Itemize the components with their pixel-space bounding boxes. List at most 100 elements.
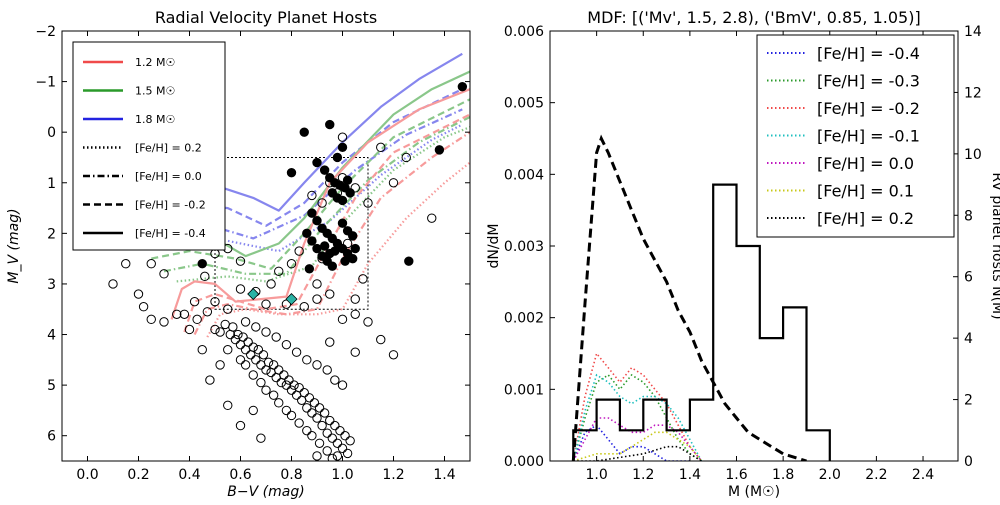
filled-point: [404, 256, 414, 266]
legend-label: 1.2 M☉: [135, 56, 175, 69]
open-point: [248, 405, 258, 416]
open-point: [268, 390, 279, 400]
open-point: [159, 317, 169, 327]
filled-point: [312, 216, 322, 226]
open-point: [261, 385, 271, 395]
filled-point: [197, 259, 207, 269]
open-point: [248, 370, 258, 380]
filled-point: [325, 119, 335, 130]
open-point: [274, 365, 284, 375]
x-tick-label: 2.4: [912, 467, 934, 483]
legend-label: [Fe/H] = -0.4: [817, 44, 920, 63]
open-point: [133, 289, 144, 299]
open-point: [337, 314, 348, 325]
open-point: [325, 415, 335, 426]
open-point: [284, 375, 294, 385]
open-point: [325, 289, 335, 299]
y-tick-label: 0.006: [504, 24, 544, 40]
x-tick-label: 0.2: [127, 467, 149, 483]
open-point: [251, 355, 261, 365]
filled-point: [348, 231, 358, 241]
y-tick-label: 3: [47, 277, 56, 293]
left-title: Radial Velocity Planet Hosts: [155, 8, 377, 27]
open-point: [240, 360, 251, 370]
filled-point: [319, 241, 330, 251]
open-point: [294, 382, 304, 393]
open-point: [337, 443, 348, 454]
open-point: [223, 304, 233, 314]
filled-point: [319, 165, 330, 175]
open-point: [289, 380, 299, 390]
x-tick-label: 1.6: [725, 467, 747, 483]
open-point: [350, 183, 360, 193]
legend-label: [Fe/H] = -0.2: [817, 99, 920, 118]
filled-point: [307, 236, 317, 246]
open-point: [146, 259, 156, 269]
filled-point: [302, 228, 312, 239]
track-1.2-feh0.2: [206, 161, 470, 338]
open-point: [350, 309, 360, 319]
open-point: [307, 431, 317, 441]
open-point: [312, 451, 322, 461]
y2-tick-label: 8: [964, 208, 973, 224]
legend-label: [Fe/H] = -0.4: [135, 227, 206, 240]
open-point: [294, 246, 304, 256]
legend-label: [Fe/H] = -0.2: [135, 199, 206, 212]
y-tick-label: 6: [47, 429, 56, 445]
open-point: [223, 345, 233, 355]
open-point: [388, 178, 399, 188]
total-mdf-line: [571, 134, 807, 461]
filled-point: [307, 208, 317, 218]
open-point: [266, 279, 276, 289]
open-point: [401, 152, 411, 163]
filled-point: [337, 218, 348, 228]
filled-points: [146, 81, 468, 274]
open-point: [332, 438, 343, 448]
y-tick-label: 5: [47, 378, 56, 394]
mdf-line-[Fe/H] = -0.1: [572, 373, 703, 461]
right-x-label: M (M☉): [728, 484, 780, 500]
open-point: [312, 360, 322, 370]
legend-label: [Fe/H] = -0.3: [817, 72, 920, 91]
legend-label: [Fe/H] = 0.1: [817, 182, 914, 201]
open-point: [279, 370, 289, 380]
open-point: [138, 302, 149, 312]
track-1.2-feh-0.4: [170, 88, 470, 320]
track-1.2-feh0.0: [193, 131, 470, 335]
open-point: [189, 296, 200, 307]
open-point: [223, 400, 233, 411]
open-point: [248, 342, 258, 352]
open-point: [302, 355, 312, 365]
open-point: [184, 324, 195, 335]
filled-point: [350, 243, 360, 254]
legend-label: [Fe/H] = -0.1: [817, 127, 920, 146]
open-point: [172, 309, 182, 319]
open-point: [228, 322, 238, 332]
open-point: [307, 190, 317, 201]
x-tick-label: 1.4: [679, 467, 701, 483]
track-1.8-feh0.0: [151, 108, 463, 240]
open-point: [192, 314, 202, 325]
open-point: [271, 332, 281, 342]
open-point: [240, 317, 251, 327]
left-y-label: M_V (mag): [6, 208, 22, 283]
open-point: [304, 393, 315, 403]
open-point: [215, 327, 225, 337]
open-point: [235, 420, 246, 431]
filled-point: [348, 253, 358, 264]
legend-frame: [756, 34, 955, 238]
filled-point: [304, 264, 315, 274]
left-plot-area: [108, 52, 470, 461]
open-point: [215, 360, 225, 370]
right-x-ticks: 1.0 1.2 1.4 1.6 1.8 2.0 2.2 2.4: [585, 31, 934, 483]
y2-tick-label: 10: [964, 147, 982, 163]
open-point: [319, 408, 330, 418]
open-point: [358, 274, 368, 284]
filled-point: [286, 167, 297, 178]
teal-diamond: [247, 287, 260, 301]
open-point: [340, 431, 350, 441]
y-tick-label: 0.001: [504, 382, 544, 398]
open-point: [325, 337, 335, 347]
open-point: [146, 314, 156, 325]
